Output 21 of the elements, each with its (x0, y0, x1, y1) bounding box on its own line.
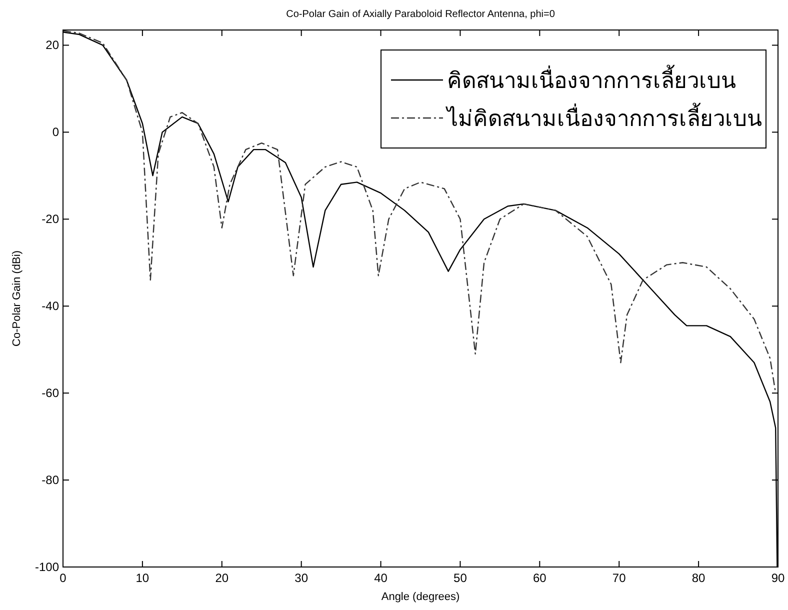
y-tick-label: -40 (42, 299, 60, 314)
x-tick-label: 50 (454, 571, 468, 585)
y-tick-label: -60 (42, 386, 60, 400)
x-tick-label: 40 (374, 571, 388, 585)
x-tick-label: 80 (692, 571, 706, 585)
y-axis-title: Co-Polar Gain (dBi) (11, 250, 23, 346)
y-tick-label: -100 (34, 560, 60, 574)
x-tick-label: 30 (294, 571, 308, 585)
x-tick-label: 20 (215, 571, 229, 585)
y-tick-label: 0 (52, 125, 60, 140)
y-tick-label: 20 (46, 38, 60, 52)
legend-label: ไม่คิดสนามเนื่องจากการเลี้ยวเบน (445, 103, 762, 131)
y-tick-label: -20 (42, 212, 60, 226)
legend-label: คิดสนามเนื่องจากการเลี้ยวเบน (447, 65, 736, 93)
x-tick-label: 60 (532, 571, 547, 585)
chart-title: Co-Polar Gain of Axially Paraboloid Reflector Antenna, phi=0 (286, 9, 556, 20)
x-tick-label: 90 (771, 571, 785, 585)
x-tick-label: 10 (136, 571, 150, 585)
y-tick-label: -80 (42, 473, 60, 488)
x-axis-title: Angle (degrees) (381, 591, 460, 603)
x-tick-label: 70 (612, 571, 626, 585)
